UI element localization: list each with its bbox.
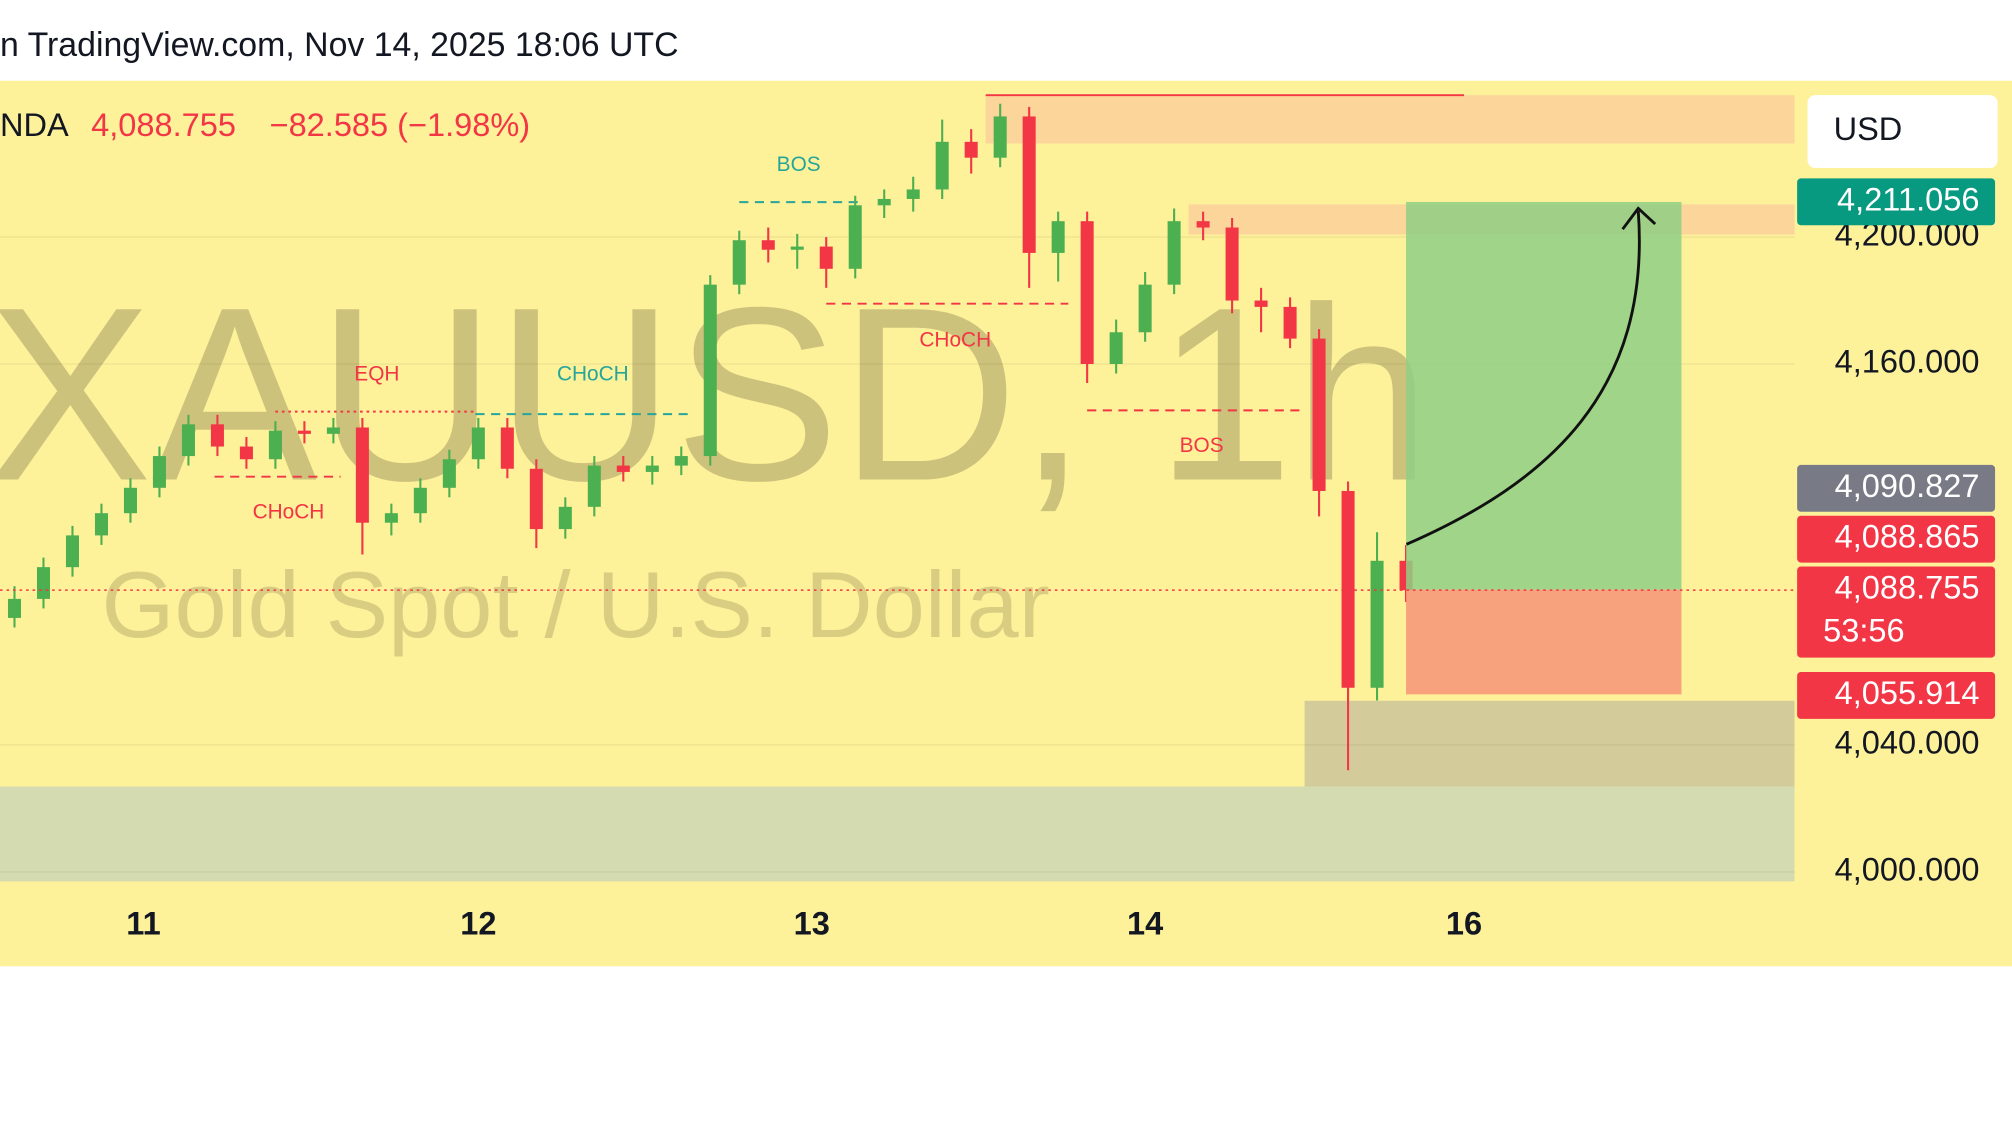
candle-body bbox=[848, 205, 862, 269]
candle-body bbox=[500, 427, 514, 469]
price-label: 4,088.755 bbox=[1835, 570, 1980, 606]
candle-body bbox=[152, 456, 166, 488]
candle-body bbox=[1196, 221, 1210, 228]
annotation: CHoCH bbox=[919, 329, 991, 352]
x-tick-label: 14 bbox=[1127, 906, 1163, 942]
candle-body bbox=[529, 468, 543, 530]
candle-body bbox=[1080, 221, 1094, 365]
candle-body bbox=[36, 567, 50, 599]
zone bbox=[985, 95, 1795, 144]
candle-body bbox=[761, 240, 775, 250]
price-label-box bbox=[1797, 671, 1996, 719]
candle-body bbox=[558, 506, 572, 530]
price-label: 4,055.914 bbox=[1835, 675, 1980, 711]
candle-body bbox=[297, 430, 311, 434]
zone bbox=[1304, 700, 1795, 787]
candle-body bbox=[123, 487, 137, 514]
price-label-box bbox=[1797, 178, 1996, 226]
x-tick-label: 13 bbox=[794, 906, 830, 942]
candle-body bbox=[471, 427, 485, 460]
candle-body bbox=[94, 513, 108, 536]
arrow bbox=[1405, 210, 1641, 546]
countdown: 53:56 bbox=[1823, 612, 1904, 648]
candle-body bbox=[674, 456, 688, 466]
candle-body bbox=[616, 465, 630, 472]
candle-body bbox=[65, 535, 79, 568]
x-tick-label: 16 bbox=[1446, 906, 1482, 942]
annotation: CHoCH bbox=[253, 501, 325, 524]
price-label-box bbox=[1797, 515, 1996, 563]
candle-body bbox=[442, 459, 456, 488]
price-label-box bbox=[1797, 464, 1996, 512]
candle-body bbox=[1022, 116, 1036, 253]
annotation: EQH bbox=[354, 363, 399, 386]
candle-body bbox=[819, 246, 833, 269]
candle-body bbox=[268, 430, 282, 460]
candle-body bbox=[210, 424, 224, 447]
candle-body bbox=[732, 240, 746, 285]
candle-body bbox=[384, 513, 398, 523]
currency-button[interactable] bbox=[1807, 95, 1998, 168]
position-profit bbox=[1406, 201, 1682, 590]
legend-symbol: NDA bbox=[0, 107, 69, 143]
candle-body bbox=[1254, 300, 1268, 307]
legend-change: −82.585 (−1.98%) bbox=[270, 107, 531, 143]
candle-body bbox=[587, 465, 601, 507]
header: n TradingView.com, Nov 14, 2025 18:06 UT… bbox=[0, 26, 679, 64]
candle-body bbox=[239, 446, 253, 460]
y-tick-label: 4,160.000 bbox=[1835, 344, 1980, 380]
candle-body bbox=[1312, 338, 1326, 491]
currency-label: USD bbox=[1834, 111, 1903, 147]
candle-body bbox=[355, 427, 369, 523]
candle-body bbox=[1051, 221, 1065, 253]
x-tick-label: 12 bbox=[460, 906, 496, 942]
position-loss bbox=[1406, 589, 1682, 695]
candle-body bbox=[1370, 560, 1384, 688]
y-tick-label: 4,040.000 bbox=[1835, 724, 1980, 760]
candle-body bbox=[645, 465, 659, 472]
candle-body bbox=[1225, 227, 1239, 301]
candle-body bbox=[326, 427, 340, 434]
arrow-head bbox=[1621, 206, 1657, 231]
candle-body bbox=[906, 189, 920, 199]
y-tick-label: 4,000.000 bbox=[1835, 851, 1980, 887]
candle-body bbox=[1167, 221, 1181, 285]
price-label-box bbox=[1797, 566, 1996, 658]
candle-body bbox=[413, 487, 427, 514]
candle-body bbox=[790, 246, 804, 250]
candle-body bbox=[964, 141, 978, 158]
candle-body bbox=[1138, 284, 1152, 333]
candle-body bbox=[7, 598, 22, 618]
x-tick-label: 11 bbox=[126, 906, 160, 942]
price-label: 4,211.056 bbox=[1837, 181, 1979, 217]
legend-price: 4,088.755 bbox=[91, 107, 236, 143]
watermark-subtitle: Gold Spot / U.S. Dollar bbox=[102, 552, 1050, 657]
candle-body bbox=[877, 198, 891, 206]
candle-body bbox=[1109, 332, 1123, 365]
annotation: CHoCH bbox=[557, 363, 629, 386]
candle-body bbox=[703, 284, 717, 457]
zone bbox=[0, 786, 1795, 882]
price-label: 4,088.865 bbox=[1835, 519, 1980, 555]
candle-body bbox=[935, 141, 949, 190]
candle-body bbox=[1283, 306, 1297, 339]
annotation: BOS bbox=[1180, 434, 1224, 457]
candle-body bbox=[181, 424, 195, 457]
annotation: BOS bbox=[777, 153, 821, 176]
candle-body bbox=[993, 116, 1007, 158]
price-label: 4,090.827 bbox=[1835, 468, 1980, 504]
